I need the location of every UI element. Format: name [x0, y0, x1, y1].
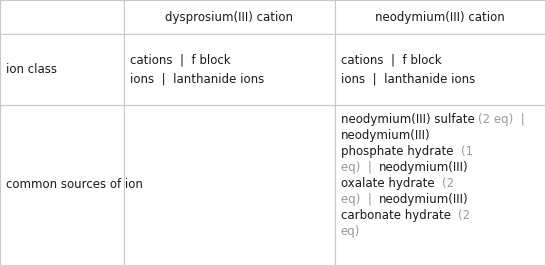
- Text: (2 eq)  |: (2 eq) |: [478, 113, 525, 126]
- Text: carbonate hydrate: carbonate hydrate: [341, 209, 458, 222]
- Text: neodymium(III): neodymium(III): [341, 129, 430, 142]
- Bar: [0, 105, 124, 265]
- Text: neodymium(III) sulfate: neodymium(III) sulfate: [341, 113, 478, 126]
- Bar: [0, 0, 124, 34]
- Text: cations  |  f block
ions  |  lanthanide ions: cations | f block ions | lanthanide ions: [130, 54, 264, 86]
- Text: neodymium(III) cation: neodymium(III) cation: [375, 11, 505, 24]
- Bar: [124, 105, 335, 265]
- Text: (1: (1: [461, 145, 473, 158]
- Text: (2: (2: [442, 177, 454, 190]
- Text: cations  |  f block
ions  |  lanthanide ions: cations | f block ions | lanthanide ions: [341, 54, 475, 86]
- Text: dysprosium(III) cation: dysprosium(III) cation: [166, 11, 293, 24]
- Text: (2: (2: [458, 209, 470, 222]
- Text: eq)  |: eq) |: [341, 161, 379, 174]
- Bar: [335, 34, 545, 105]
- Bar: [124, 34, 335, 105]
- Text: neodymium(III): neodymium(III): [379, 193, 469, 206]
- Text: oxalate hydrate: oxalate hydrate: [341, 177, 442, 190]
- Bar: [124, 0, 335, 34]
- Text: ion class: ion class: [6, 63, 57, 76]
- Text: phosphate hydrate: phosphate hydrate: [341, 145, 461, 158]
- Bar: [335, 105, 545, 265]
- Text: eq): eq): [341, 225, 360, 238]
- Bar: [0, 34, 124, 105]
- Text: eq)  |: eq) |: [341, 193, 379, 206]
- Bar: [335, 0, 545, 34]
- Text: common sources of ion: common sources of ion: [6, 178, 143, 191]
- Text: neodymium(III): neodymium(III): [379, 161, 469, 174]
